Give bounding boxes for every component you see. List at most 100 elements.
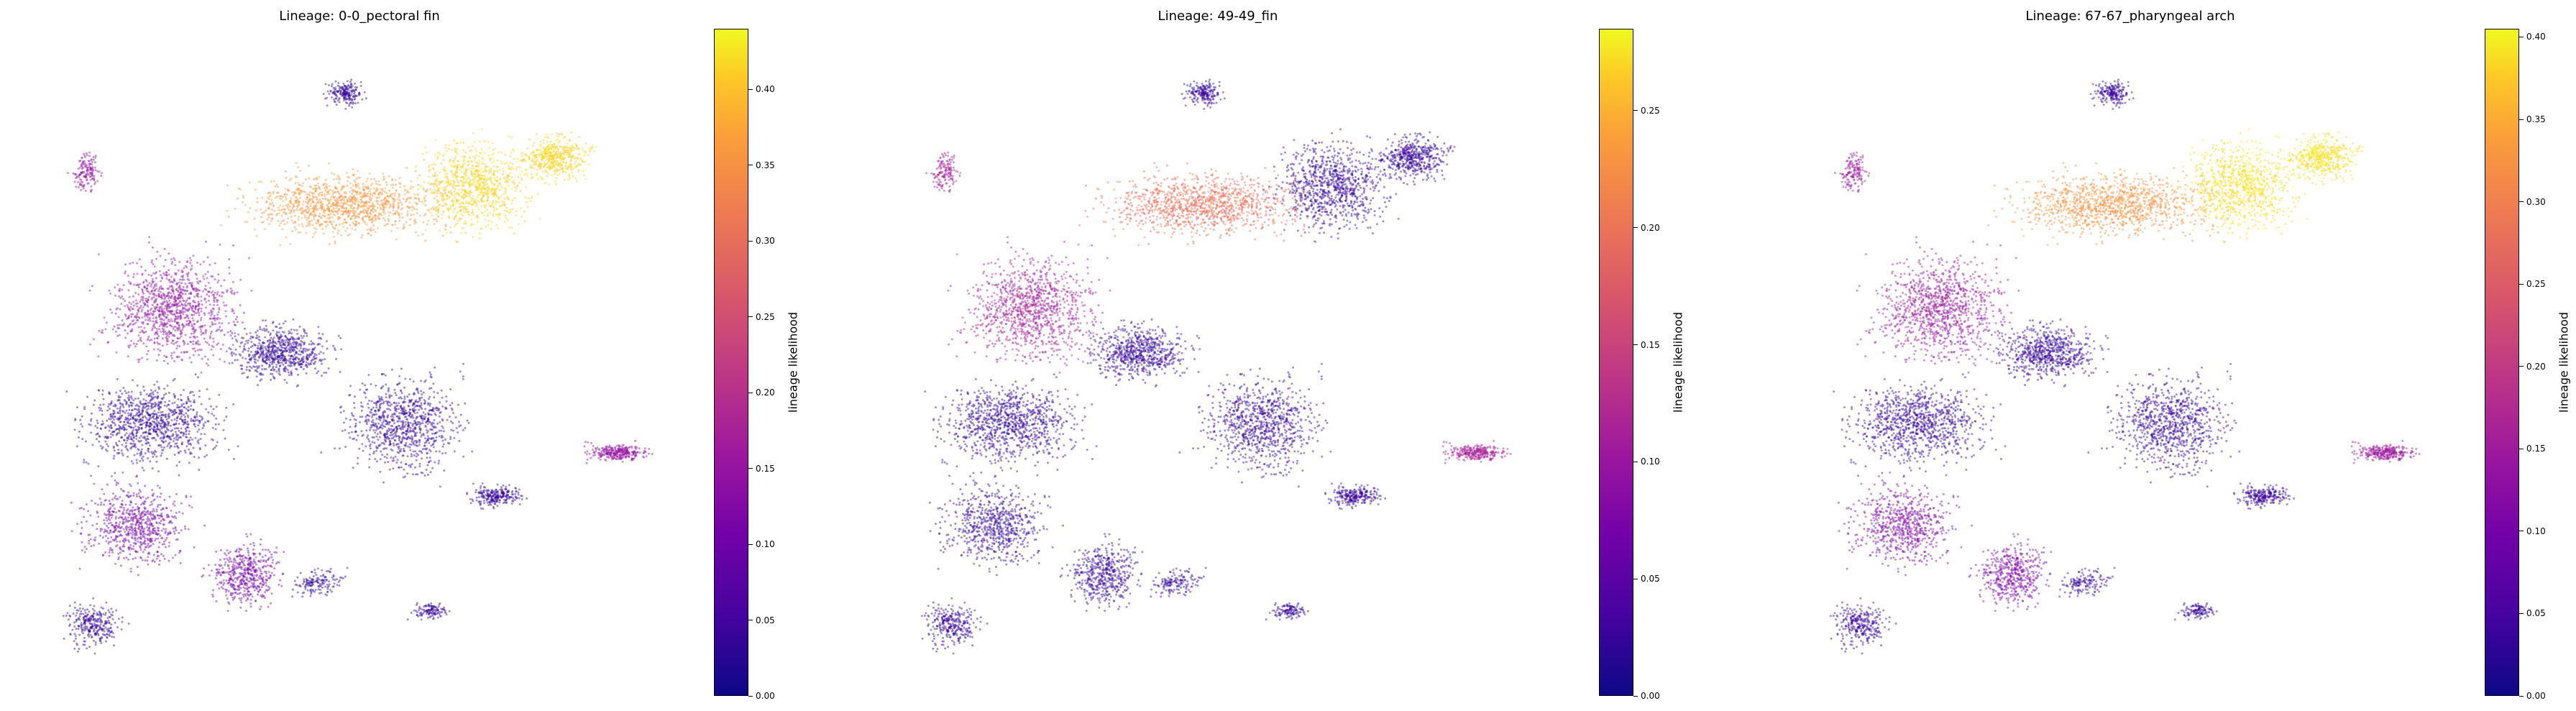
cell-point	[347, 84, 349, 87]
cell-point	[163, 540, 165, 543]
cell-point	[183, 416, 186, 418]
cell-point	[219, 574, 222, 577]
cell-point	[110, 630, 112, 633]
cell-point	[85, 548, 88, 551]
cell-point	[155, 359, 158, 362]
cell-point	[170, 275, 173, 278]
cell-point	[160, 274, 162, 277]
cell-point	[349, 89, 352, 92]
cell-point	[201, 418, 203, 421]
cell-point	[150, 403, 153, 405]
cell-point	[290, 351, 292, 354]
cell-point	[109, 416, 112, 418]
cell-point	[99, 619, 102, 622]
cell-point	[149, 538, 152, 540]
cell-point	[300, 334, 303, 337]
cell-point	[386, 422, 389, 424]
cell-point	[152, 559, 155, 561]
cell-point	[403, 395, 406, 398]
cell-point	[405, 418, 408, 421]
cell-point	[139, 496, 142, 499]
cell-point	[239, 606, 242, 609]
cell-point	[106, 513, 109, 516]
cell-point	[111, 421, 114, 424]
cell-point	[81, 415, 83, 418]
cell-point	[180, 427, 183, 430]
cell-point	[305, 577, 308, 580]
cell-point	[288, 349, 291, 352]
cell-point	[349, 426, 352, 428]
cell-point	[159, 437, 162, 440]
cell-point	[125, 444, 128, 447]
cell-point	[132, 492, 135, 495]
cell-point	[225, 579, 228, 582]
cell-point	[73, 640, 75, 643]
cell-point	[318, 352, 321, 355]
cell-point	[196, 431, 199, 433]
cell-point	[374, 409, 377, 412]
cell-point	[342, 82, 345, 85]
cell-point	[253, 358, 256, 360]
cell-point	[510, 502, 513, 505]
cell-point	[289, 360, 292, 363]
cell-point	[137, 409, 140, 412]
cell-point	[295, 343, 298, 346]
cell-point	[255, 365, 258, 368]
cell-point	[124, 400, 127, 403]
cell-point	[99, 403, 102, 406]
cell-point	[211, 426, 214, 429]
cell-point	[260, 350, 262, 353]
cell-point	[253, 544, 255, 547]
cell-point	[90, 625, 93, 628]
cell-point	[435, 406, 438, 409]
cell-point	[506, 494, 509, 497]
cell-point	[83, 640, 86, 643]
cell-point	[142, 405, 145, 408]
cell-point	[175, 439, 178, 441]
cell-point	[184, 528, 187, 530]
cell-point	[176, 538, 179, 541]
cell-point	[185, 445, 188, 448]
cell-point	[187, 398, 190, 400]
cell-point	[303, 585, 306, 588]
cell-point	[142, 432, 145, 434]
cell-point	[228, 362, 231, 364]
cell-point	[235, 550, 238, 553]
cell-point	[139, 545, 142, 548]
cell-point	[167, 532, 170, 534]
cell-point	[264, 554, 267, 557]
cell-point	[379, 470, 382, 473]
cell-point	[122, 509, 125, 512]
cell-point	[150, 407, 153, 410]
cell-point	[168, 541, 170, 544]
cell-point	[385, 419, 387, 422]
cell-point	[81, 549, 83, 551]
cell-point	[322, 579, 324, 582]
cell-point	[161, 543, 164, 546]
cell-point	[150, 427, 153, 430]
cell-point	[256, 367, 259, 370]
cell-point	[110, 513, 113, 516]
cell-point	[303, 341, 306, 344]
cell-point	[398, 375, 401, 377]
cell-point	[513, 499, 516, 502]
cell-point	[409, 466, 412, 469]
cell-point	[398, 450, 401, 452]
cell-point	[306, 582, 308, 584]
cell-point	[426, 451, 428, 454]
cell-point	[208, 574, 211, 577]
cell-point	[135, 428, 138, 431]
cell-point	[348, 104, 351, 107]
cell-point	[348, 91, 351, 94]
cell-point	[285, 347, 288, 349]
cell-point	[96, 625, 98, 628]
cell-point	[259, 379, 262, 382]
cell-point	[118, 429, 121, 432]
cell-point	[239, 341, 242, 344]
cell-point	[125, 392, 128, 395]
cell-point	[374, 458, 377, 460]
cell-point	[332, 86, 335, 89]
cell-point	[412, 410, 415, 413]
cell-point	[76, 643, 78, 646]
cell-point	[129, 570, 132, 573]
